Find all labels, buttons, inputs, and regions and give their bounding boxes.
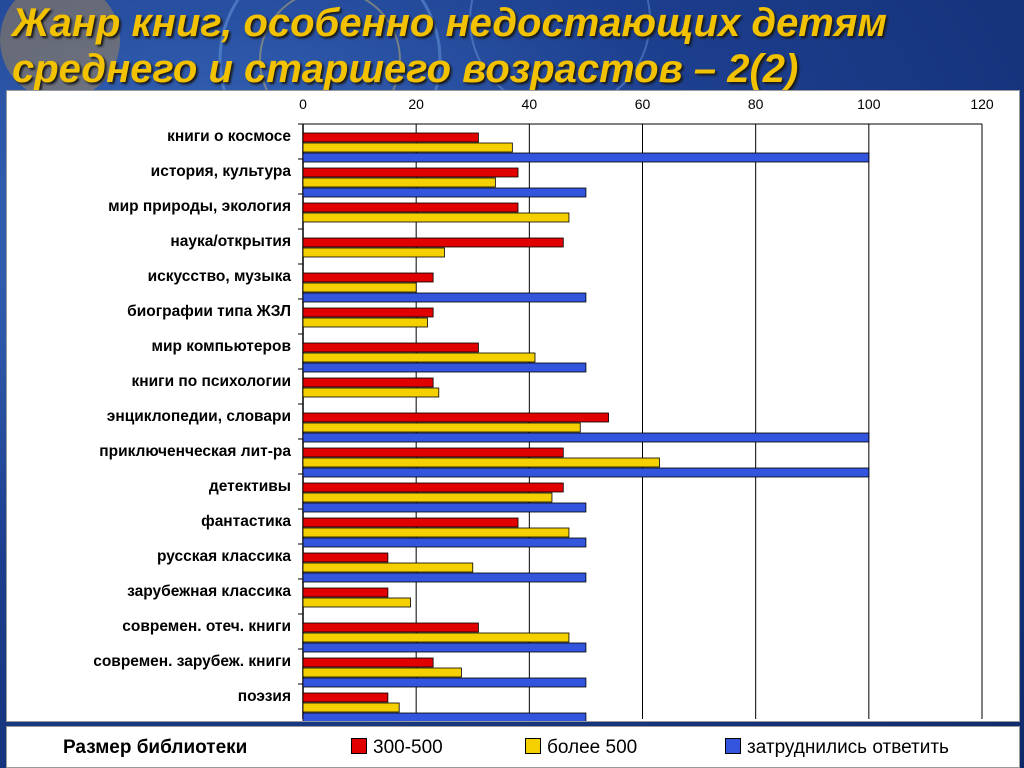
x-tick-label: 120 — [970, 96, 994, 112]
bar-300-500 — [302, 132, 479, 143]
bar-more-500 — [302, 142, 513, 153]
category-label: наука/открытия — [170, 233, 291, 250]
legend-swatch-300-500 — [351, 738, 367, 754]
category-label: поэзия — [238, 688, 291, 705]
slide-title: Жанр книг, особенно недостающих детям ср… — [12, 1, 888, 91]
bar-more-500 — [302, 632, 570, 643]
bar-300-500 — [302, 167, 519, 178]
category-label: история, культура — [151, 163, 292, 180]
bar-300-500 — [302, 342, 479, 353]
category-label: мир компьютеров — [152, 338, 291, 355]
bar-hard-to-answer — [302, 642, 587, 653]
bar-300-500 — [302, 202, 519, 213]
bar-300-500 — [302, 552, 389, 563]
bar-300-500 — [302, 307, 434, 318]
bar-300-500 — [302, 587, 389, 598]
bar-300-500 — [302, 482, 564, 493]
bar-more-500 — [302, 352, 536, 363]
legend-item-more-500: более 500 — [525, 737, 637, 759]
category-label: энциклопедии, словари — [107, 408, 291, 425]
bar-more-500 — [302, 317, 428, 328]
legend-item-hard-to-answer: затруднились ответить — [725, 737, 949, 759]
bar-more-500 — [302, 667, 462, 678]
bar-more-500 — [302, 387, 440, 398]
bar-more-500 — [302, 212, 570, 223]
bar-300-500 — [302, 237, 564, 248]
bar-more-500 — [302, 457, 660, 468]
bar-chart: 0 20 40 60 80 100 120 книги о космосе история, к… — [93, 96, 994, 723]
category-label: современ. зарубеж. книги — [93, 653, 291, 670]
category-label: биографии типа ЖЗЛ — [127, 303, 291, 320]
x-tick-label: 60 — [635, 96, 651, 112]
category-label: приключенческая лит-ра — [99, 443, 291, 460]
category-label: книги о космосе — [167, 128, 291, 145]
bar-more-500 — [302, 562, 474, 573]
legend-item-300-500: 300-500 — [351, 737, 443, 759]
category-label: книги по психологии — [131, 373, 291, 390]
legend-swatch-more-500 — [525, 738, 541, 754]
bar-more-500 — [302, 247, 445, 258]
bar-hard-to-answer — [302, 677, 587, 688]
legend: Размер библиотеки 300-500 более 500 затр… — [6, 726, 1020, 768]
bar-300-500 — [302, 517, 519, 528]
bar-300-500 — [302, 622, 479, 633]
legend-title: Размер библиотеки — [63, 737, 248, 758]
x-tick-label: 20 — [408, 96, 424, 112]
bar-300-500 — [302, 692, 389, 703]
category-label: фантастика — [201, 513, 291, 530]
legend-label-more-500: более 500 — [547, 737, 638, 758]
bar-300-500 — [302, 412, 609, 423]
bar-hard-to-answer — [302, 152, 870, 163]
x-tick-label: 40 — [522, 96, 538, 112]
chart-panel: 0 20 40 60 80 100 120 книги о космосе история, к… — [6, 90, 1020, 723]
bar-hard-to-answer — [302, 502, 587, 513]
bar-hard-to-answer — [302, 572, 587, 583]
bar-hard-to-answer — [302, 467, 870, 478]
legend-swatch-hard-to-answer — [725, 738, 741, 754]
bar-hard-to-answer — [302, 362, 587, 373]
bar-more-500 — [302, 702, 400, 713]
x-tick-label: 0 — [299, 96, 307, 112]
x-tick-label: 100 — [857, 96, 881, 112]
category-label: зарубежная классика — [127, 583, 291, 600]
category-label: детективы — [209, 478, 291, 495]
category-label: современ. отеч. книги — [122, 618, 291, 635]
bar-300-500 — [302, 272, 434, 283]
x-tick-label: 80 — [748, 96, 764, 112]
category-label: мир природы, экология — [108, 198, 291, 215]
legend-label-300-500: 300-500 — [373, 737, 443, 758]
bar-hard-to-answer — [302, 292, 587, 303]
bar-300-500 — [302, 447, 564, 458]
bar-more-500 — [302, 177, 496, 188]
bar-hard-to-answer — [302, 537, 587, 548]
bar-hard-to-answer — [302, 432, 870, 443]
bar-hard-to-answer — [302, 712, 587, 723]
bar-more-500 — [302, 282, 417, 293]
legend-label-hard-to-answer: затруднились ответить — [747, 737, 949, 758]
bar-300-500 — [302, 657, 434, 668]
bar-300-500 — [302, 377, 434, 388]
bar-more-500 — [302, 597, 411, 608]
bar-hard-to-answer — [302, 187, 587, 198]
bar-more-500 — [302, 422, 581, 433]
category-label: искусство, музыка — [148, 268, 292, 285]
bar-more-500 — [302, 527, 570, 538]
category-label: русская классика — [157, 548, 291, 565]
bar-more-500 — [302, 492, 553, 503]
